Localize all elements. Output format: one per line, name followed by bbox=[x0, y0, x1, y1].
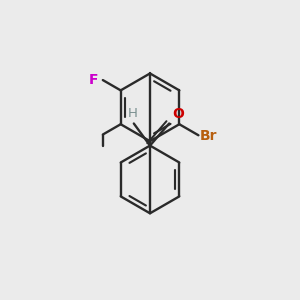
Text: O: O bbox=[173, 107, 184, 121]
Text: Br: Br bbox=[200, 130, 218, 143]
Text: H: H bbox=[128, 107, 137, 120]
Text: F: F bbox=[89, 73, 98, 87]
